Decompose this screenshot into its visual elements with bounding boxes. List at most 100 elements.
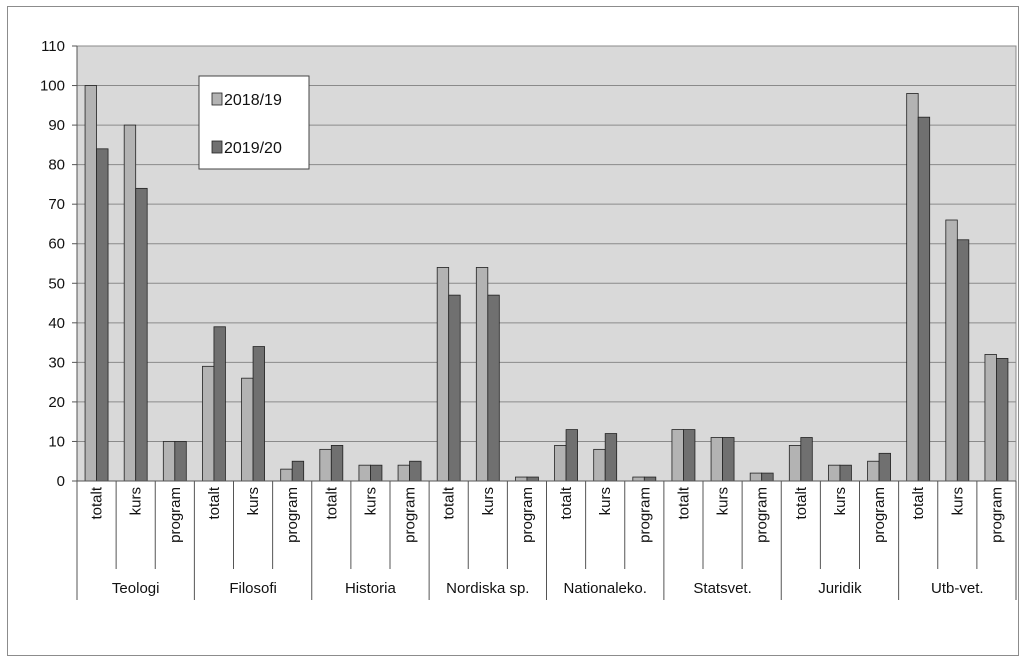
x-group-label: Nationaleko. xyxy=(564,580,647,597)
y-tick-label: 80 xyxy=(48,157,65,174)
x-subcategory-label: program xyxy=(754,487,771,543)
x-subcategory-label: program xyxy=(284,487,301,543)
bar xyxy=(526,476,539,482)
legend-label: 2018/19 xyxy=(224,92,282,109)
x-category-labels: totalt kurs program totalt kurs program totalt… xyxy=(89,486,1006,597)
bar xyxy=(213,326,226,482)
y-tick-label: 0 xyxy=(57,473,65,490)
x-subcategory-label: program xyxy=(636,487,653,543)
legend-swatch xyxy=(211,140,223,154)
bar xyxy=(984,354,997,482)
bar xyxy=(996,358,1009,482)
x-subcategory-label: program xyxy=(167,487,184,543)
bar xyxy=(683,429,696,482)
x-subcategory-label: program xyxy=(519,487,536,543)
x-group-label: Utb-vet. xyxy=(931,580,984,597)
bar xyxy=(475,267,489,482)
bar xyxy=(319,448,332,482)
bar xyxy=(515,476,528,482)
bar xyxy=(280,468,293,482)
bar xyxy=(174,441,187,482)
y-tick-label: 40 xyxy=(48,315,65,332)
bar xyxy=(839,464,852,482)
bar xyxy=(643,476,657,482)
bar xyxy=(593,448,606,482)
y-tick-label: 10 xyxy=(48,433,65,450)
x-subcategory-label: totalt xyxy=(910,486,927,519)
x-group-label: Statsvet. xyxy=(693,580,751,597)
bar xyxy=(710,437,723,482)
bar xyxy=(878,452,891,482)
bar xyxy=(370,464,383,482)
bar xyxy=(604,433,618,482)
bar xyxy=(867,460,880,482)
bar xyxy=(330,445,344,482)
x-group-label: Filosofi xyxy=(229,580,277,597)
x-group-label: Teologi xyxy=(112,580,160,597)
y-tick-labels: 0 10 20 30 40 50 60 70 80 90 100 110 xyxy=(40,38,65,490)
bar xyxy=(448,294,461,482)
x-group-label: Historia xyxy=(345,580,397,597)
x-subcategory-label: totalt xyxy=(793,486,810,519)
legend-label: 2019/20 xyxy=(224,140,282,157)
x-subcategory-label: totalt xyxy=(675,486,692,519)
x-group-label: Nordiska sp. xyxy=(446,580,529,597)
bar xyxy=(554,445,567,482)
bar xyxy=(123,124,137,482)
bar xyxy=(397,464,410,482)
x-subcategory-label: program xyxy=(871,487,888,543)
bar xyxy=(671,429,684,482)
x-subcategory-label: totalt xyxy=(323,486,340,519)
y-tick-label: 60 xyxy=(48,236,65,253)
bar xyxy=(632,476,645,482)
y-tick-label: 70 xyxy=(48,196,65,213)
x-subcategory-label: kurs xyxy=(832,487,849,515)
x-subcategory-label: kurs xyxy=(128,487,145,515)
x-subcategory-label: kurs xyxy=(597,487,614,515)
y-tick-label: 50 xyxy=(48,275,65,292)
bar xyxy=(487,294,500,482)
x-subcategory-label: kurs xyxy=(715,487,732,515)
x-subcategory-label: kurs xyxy=(949,487,966,515)
y-tick-label: 30 xyxy=(48,354,65,371)
x-subcategory-label: totalt xyxy=(441,486,458,519)
y-tick-label: 90 xyxy=(48,117,65,134)
bar xyxy=(800,437,813,482)
legend-box xyxy=(198,75,310,170)
x-subcategory-label: kurs xyxy=(480,487,497,515)
y-tick-label: 110 xyxy=(41,38,65,55)
bar xyxy=(906,93,919,482)
bar xyxy=(252,346,265,482)
bar xyxy=(135,187,148,482)
bar xyxy=(162,441,176,482)
legend-swatch xyxy=(211,92,223,106)
x-subcategory-label: totalt xyxy=(558,486,575,519)
x-subcategory-label: kurs xyxy=(362,487,379,515)
bar xyxy=(202,365,215,482)
bar xyxy=(761,472,774,482)
bar xyxy=(436,267,450,482)
bar xyxy=(945,219,958,482)
bar xyxy=(788,445,802,482)
bar xyxy=(749,472,763,482)
bar xyxy=(956,239,970,482)
gridlines xyxy=(77,45,1016,442)
bar xyxy=(291,460,305,482)
bar xyxy=(241,377,254,482)
axes xyxy=(72,45,1017,600)
x-subcategory-label: program xyxy=(988,487,1005,543)
legend: 2018/19 2019/20 xyxy=(198,75,310,170)
x-subcategory-label: totalt xyxy=(206,486,223,519)
bar xyxy=(358,464,371,482)
y-tick-label: 20 xyxy=(48,394,65,411)
bar xyxy=(917,116,931,482)
x-subcategory-label: kurs xyxy=(245,487,262,515)
bar xyxy=(565,429,578,482)
x-group-label: Juridik xyxy=(818,580,862,597)
bar xyxy=(84,85,97,482)
y-tick-label: 100 xyxy=(40,78,65,95)
bar xyxy=(409,460,422,482)
bar xyxy=(722,437,735,482)
bar xyxy=(828,464,841,482)
